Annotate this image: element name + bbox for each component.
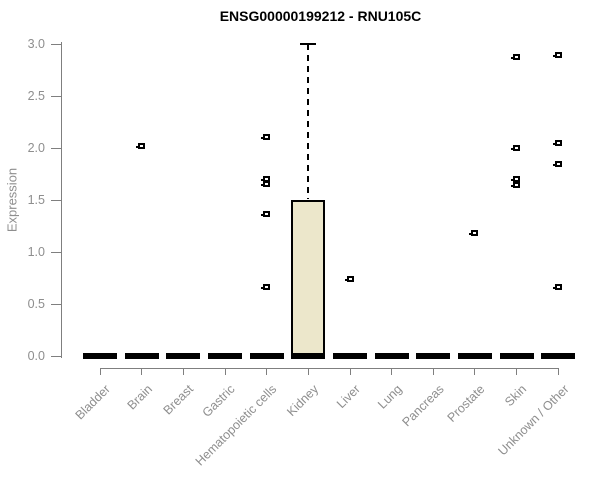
outlier-point (552, 140, 562, 147)
x-axis-tick (432, 368, 434, 375)
x-axis-category-label: Hematopoietic cells (192, 382, 280, 469)
x-axis-category-label: Gastric (200, 382, 238, 420)
outlier-point (136, 143, 146, 150)
outlier-point (344, 275, 354, 282)
outlier-point (552, 283, 562, 290)
outlier-point (511, 53, 521, 60)
box-whisker (307, 44, 310, 200)
x-axis-category-label: Kidney (284, 382, 322, 419)
outlier-point (552, 51, 562, 58)
box-median (416, 352, 451, 359)
y-axis-tick (51, 95, 61, 97)
x-axis-category-label: Skin (502, 382, 530, 410)
box-median (83, 352, 117, 359)
box-median (208, 352, 242, 359)
x-axis-tick (391, 368, 393, 375)
y-axis-tick (51, 356, 61, 358)
outlier-point (261, 211, 271, 217)
x-axis-category-label: Prostate (444, 382, 488, 425)
y-axis-tick-label: 3.0 (27, 36, 45, 51)
x-axis-tick (557, 368, 559, 375)
x-axis-tick (182, 368, 184, 375)
outlier-point (261, 180, 271, 187)
box-median (291, 352, 326, 359)
box-median (541, 352, 576, 359)
x-axis-tick (307, 368, 309, 375)
outlier-point (469, 229, 479, 236)
y-axis-line (61, 42, 62, 358)
x-axis-tick (99, 368, 101, 375)
x-axis-tick (474, 368, 476, 375)
y-axis-tick (51, 252, 61, 254)
box-median (124, 352, 159, 359)
x-axis-tick (266, 368, 268, 375)
x-axis-category-label: Bladder (72, 382, 113, 423)
box-median (333, 352, 367, 359)
y-axis-tick-label: 0.5 (27, 297, 45, 312)
x-axis-tick (224, 368, 226, 375)
x-axis-tick (516, 368, 518, 375)
outlier-point (511, 181, 521, 188)
outlier-point (552, 161, 562, 168)
box-median (499, 352, 534, 359)
outlier-point (511, 175, 521, 182)
box-median (166, 352, 201, 359)
whisker-cap (300, 43, 317, 46)
y-axis-tick-label: 2.0 (27, 140, 45, 155)
x-axis-category-label: Brain (124, 382, 155, 413)
box (291, 199, 326, 357)
y-axis-tick (51, 200, 61, 201)
outlier-point (261, 175, 271, 182)
y-axis-tick-label: 1.5 (27, 193, 45, 207)
x-axis-line (99, 368, 559, 369)
x-axis-category-label: Pancreas (398, 382, 447, 430)
outlier-point (261, 134, 271, 140)
y-axis-tick-label: 2.5 (27, 88, 45, 103)
y-axis-tick-label: 0.0 (27, 349, 45, 364)
x-axis-tick (141, 368, 143, 375)
chart-title: ENSG00000199212 - RNU105C (219, 8, 422, 24)
outlier-point (511, 145, 521, 152)
y-axis-tick (51, 304, 61, 306)
x-axis-category-label: Liver (333, 382, 363, 412)
x-axis-category-label: Breast (160, 382, 197, 418)
y-axis-tick-label: 1.0 (27, 245, 45, 260)
outlier-point (261, 283, 271, 290)
box-median (374, 352, 409, 359)
x-axis-category-label: Lung (374, 382, 405, 412)
y-axis-tick (51, 43, 61, 45)
x-axis-tick (349, 368, 351, 375)
box-median (249, 352, 284, 359)
box-median (457, 352, 492, 359)
y-axis-tick (51, 147, 61, 149)
